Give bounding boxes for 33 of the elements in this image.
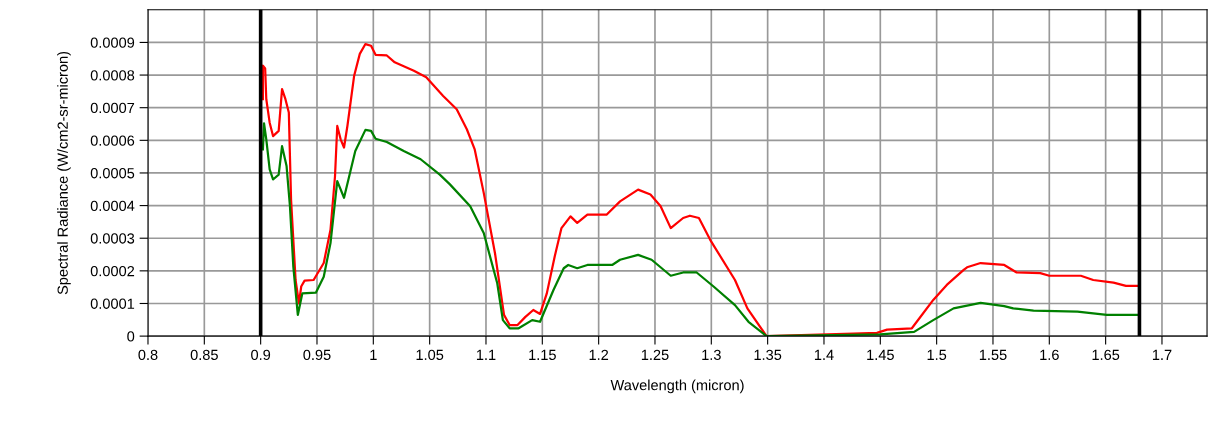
y-tick-label: 0.0001: [90, 298, 135, 309]
x-tick-label: 1: [370, 349, 377, 360]
y-tick-label: 0.0008: [90, 70, 135, 81]
x-tick-label: 0.8: [138, 349, 158, 361]
y-tick-label: 0.0006: [90, 135, 135, 146]
x-tick-label: 1.55: [979, 349, 1007, 361]
y-tick-label: 0.0007: [90, 102, 135, 114]
x-tick-label: 1.5: [927, 349, 947, 361]
line-series: [261, 122, 1139, 337]
y-tick-label: 0.0002: [90, 265, 135, 277]
y-tick-label: 0.0005: [90, 168, 135, 179]
x-tick-label: 1.05: [416, 349, 444, 361]
x-tick-label: 0.9: [251, 349, 271, 361]
x-tick-label: 1.35: [754, 349, 782, 361]
x-tick-label: 1.15: [529, 349, 556, 361]
y-tick-label: 0.0003: [90, 233, 135, 244]
x-tick-label: 0.95: [303, 349, 331, 361]
y-tick-label: 0.0009: [90, 37, 135, 48]
x-tick-label: 1.2: [589, 349, 609, 360]
y-axis-title: Spectral Radiance (W/cm2-sr-micron): [57, 51, 71, 295]
x-axis-title: Wavelength (micron): [610, 379, 744, 394]
x-tick-label: 1.25: [641, 349, 669, 361]
x-tick-label: 1.7: [1152, 349, 1172, 360]
x-tick-label: 1.45: [867, 349, 894, 361]
y-tick-label: 0: [127, 331, 135, 342]
y-tick-label: 0.0004: [90, 200, 135, 212]
line-series: [261, 42, 1139, 337]
x-tick-label: 0.85: [190, 349, 218, 361]
x-tick-label: 1.65: [1092, 349, 1120, 361]
x-tick-label: 1.6: [1040, 349, 1059, 361]
x-tick-label: 1.1: [476, 349, 496, 360]
x-tick-label: 1.4: [814, 349, 834, 360]
x-tick-label: 1.3: [702, 349, 721, 361]
